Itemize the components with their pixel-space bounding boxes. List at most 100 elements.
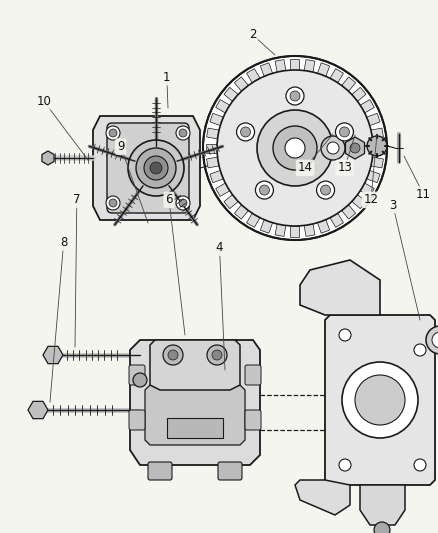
Circle shape [128,140,184,196]
Circle shape [354,375,404,425]
Polygon shape [370,128,382,139]
Circle shape [212,350,222,360]
Circle shape [326,142,338,154]
Circle shape [150,162,162,174]
Circle shape [349,143,359,153]
Polygon shape [223,195,237,208]
Polygon shape [215,183,229,196]
Polygon shape [351,195,365,208]
Circle shape [338,459,350,471]
FancyBboxPatch shape [148,462,172,480]
Circle shape [290,91,299,101]
Polygon shape [275,224,285,237]
Circle shape [256,110,332,186]
Polygon shape [366,171,379,183]
Polygon shape [304,224,314,237]
Polygon shape [290,226,299,237]
Circle shape [338,329,350,341]
Circle shape [179,199,187,207]
Polygon shape [209,171,223,183]
FancyBboxPatch shape [244,410,261,430]
Polygon shape [317,63,329,76]
Circle shape [425,326,438,354]
Circle shape [168,350,177,360]
Circle shape [339,127,349,137]
Text: 1: 1 [162,71,170,84]
Polygon shape [215,100,229,113]
Text: 13: 13 [336,161,351,174]
Circle shape [216,70,372,226]
Polygon shape [42,151,54,165]
Polygon shape [206,157,219,168]
Text: 11: 11 [415,188,430,201]
Polygon shape [341,77,355,91]
Polygon shape [359,485,404,525]
Circle shape [259,185,269,195]
Polygon shape [150,340,240,390]
Text: 8: 8 [60,236,67,249]
Polygon shape [145,385,244,445]
Circle shape [240,127,250,137]
Circle shape [207,345,226,365]
Polygon shape [366,114,379,126]
FancyBboxPatch shape [244,365,261,385]
Circle shape [179,129,187,137]
Text: 7: 7 [73,193,81,206]
Circle shape [431,332,438,348]
Circle shape [373,522,389,533]
Circle shape [106,126,120,140]
Text: 9: 9 [117,140,124,153]
Polygon shape [234,77,248,91]
Polygon shape [370,157,382,168]
Circle shape [272,126,316,170]
Text: 4: 4 [215,241,223,254]
Circle shape [176,196,190,210]
Text: 3: 3 [389,199,396,212]
Polygon shape [329,213,343,228]
Circle shape [413,459,425,471]
Circle shape [320,185,330,195]
Polygon shape [223,87,237,101]
Polygon shape [246,213,259,228]
Polygon shape [304,60,314,72]
Circle shape [316,181,334,199]
FancyBboxPatch shape [218,462,241,480]
Circle shape [341,362,417,438]
Polygon shape [351,87,365,101]
Polygon shape [246,69,259,83]
Circle shape [106,196,120,210]
Circle shape [136,148,176,188]
Circle shape [285,87,303,105]
Polygon shape [299,260,379,315]
Circle shape [202,56,386,240]
Circle shape [255,181,273,199]
Polygon shape [275,60,285,72]
Polygon shape [294,480,349,515]
Circle shape [413,344,425,356]
FancyBboxPatch shape [129,410,145,430]
Circle shape [109,199,117,207]
Circle shape [284,138,304,158]
Polygon shape [360,100,374,113]
Circle shape [366,136,386,156]
Polygon shape [329,69,343,83]
Polygon shape [234,205,248,219]
Polygon shape [206,128,219,139]
Polygon shape [260,220,272,233]
Polygon shape [290,59,299,70]
Circle shape [320,136,344,160]
Circle shape [109,129,117,137]
Circle shape [133,373,147,387]
Text: 10: 10 [36,95,51,108]
Polygon shape [372,143,383,152]
Text: 12: 12 [363,193,378,206]
Circle shape [162,345,183,365]
Polygon shape [209,114,223,126]
Text: 6: 6 [165,193,173,206]
Text: 14: 14 [297,161,312,174]
FancyBboxPatch shape [107,123,189,213]
Circle shape [144,156,168,180]
Text: 2: 2 [248,28,256,41]
Polygon shape [360,183,374,196]
Polygon shape [93,116,200,220]
